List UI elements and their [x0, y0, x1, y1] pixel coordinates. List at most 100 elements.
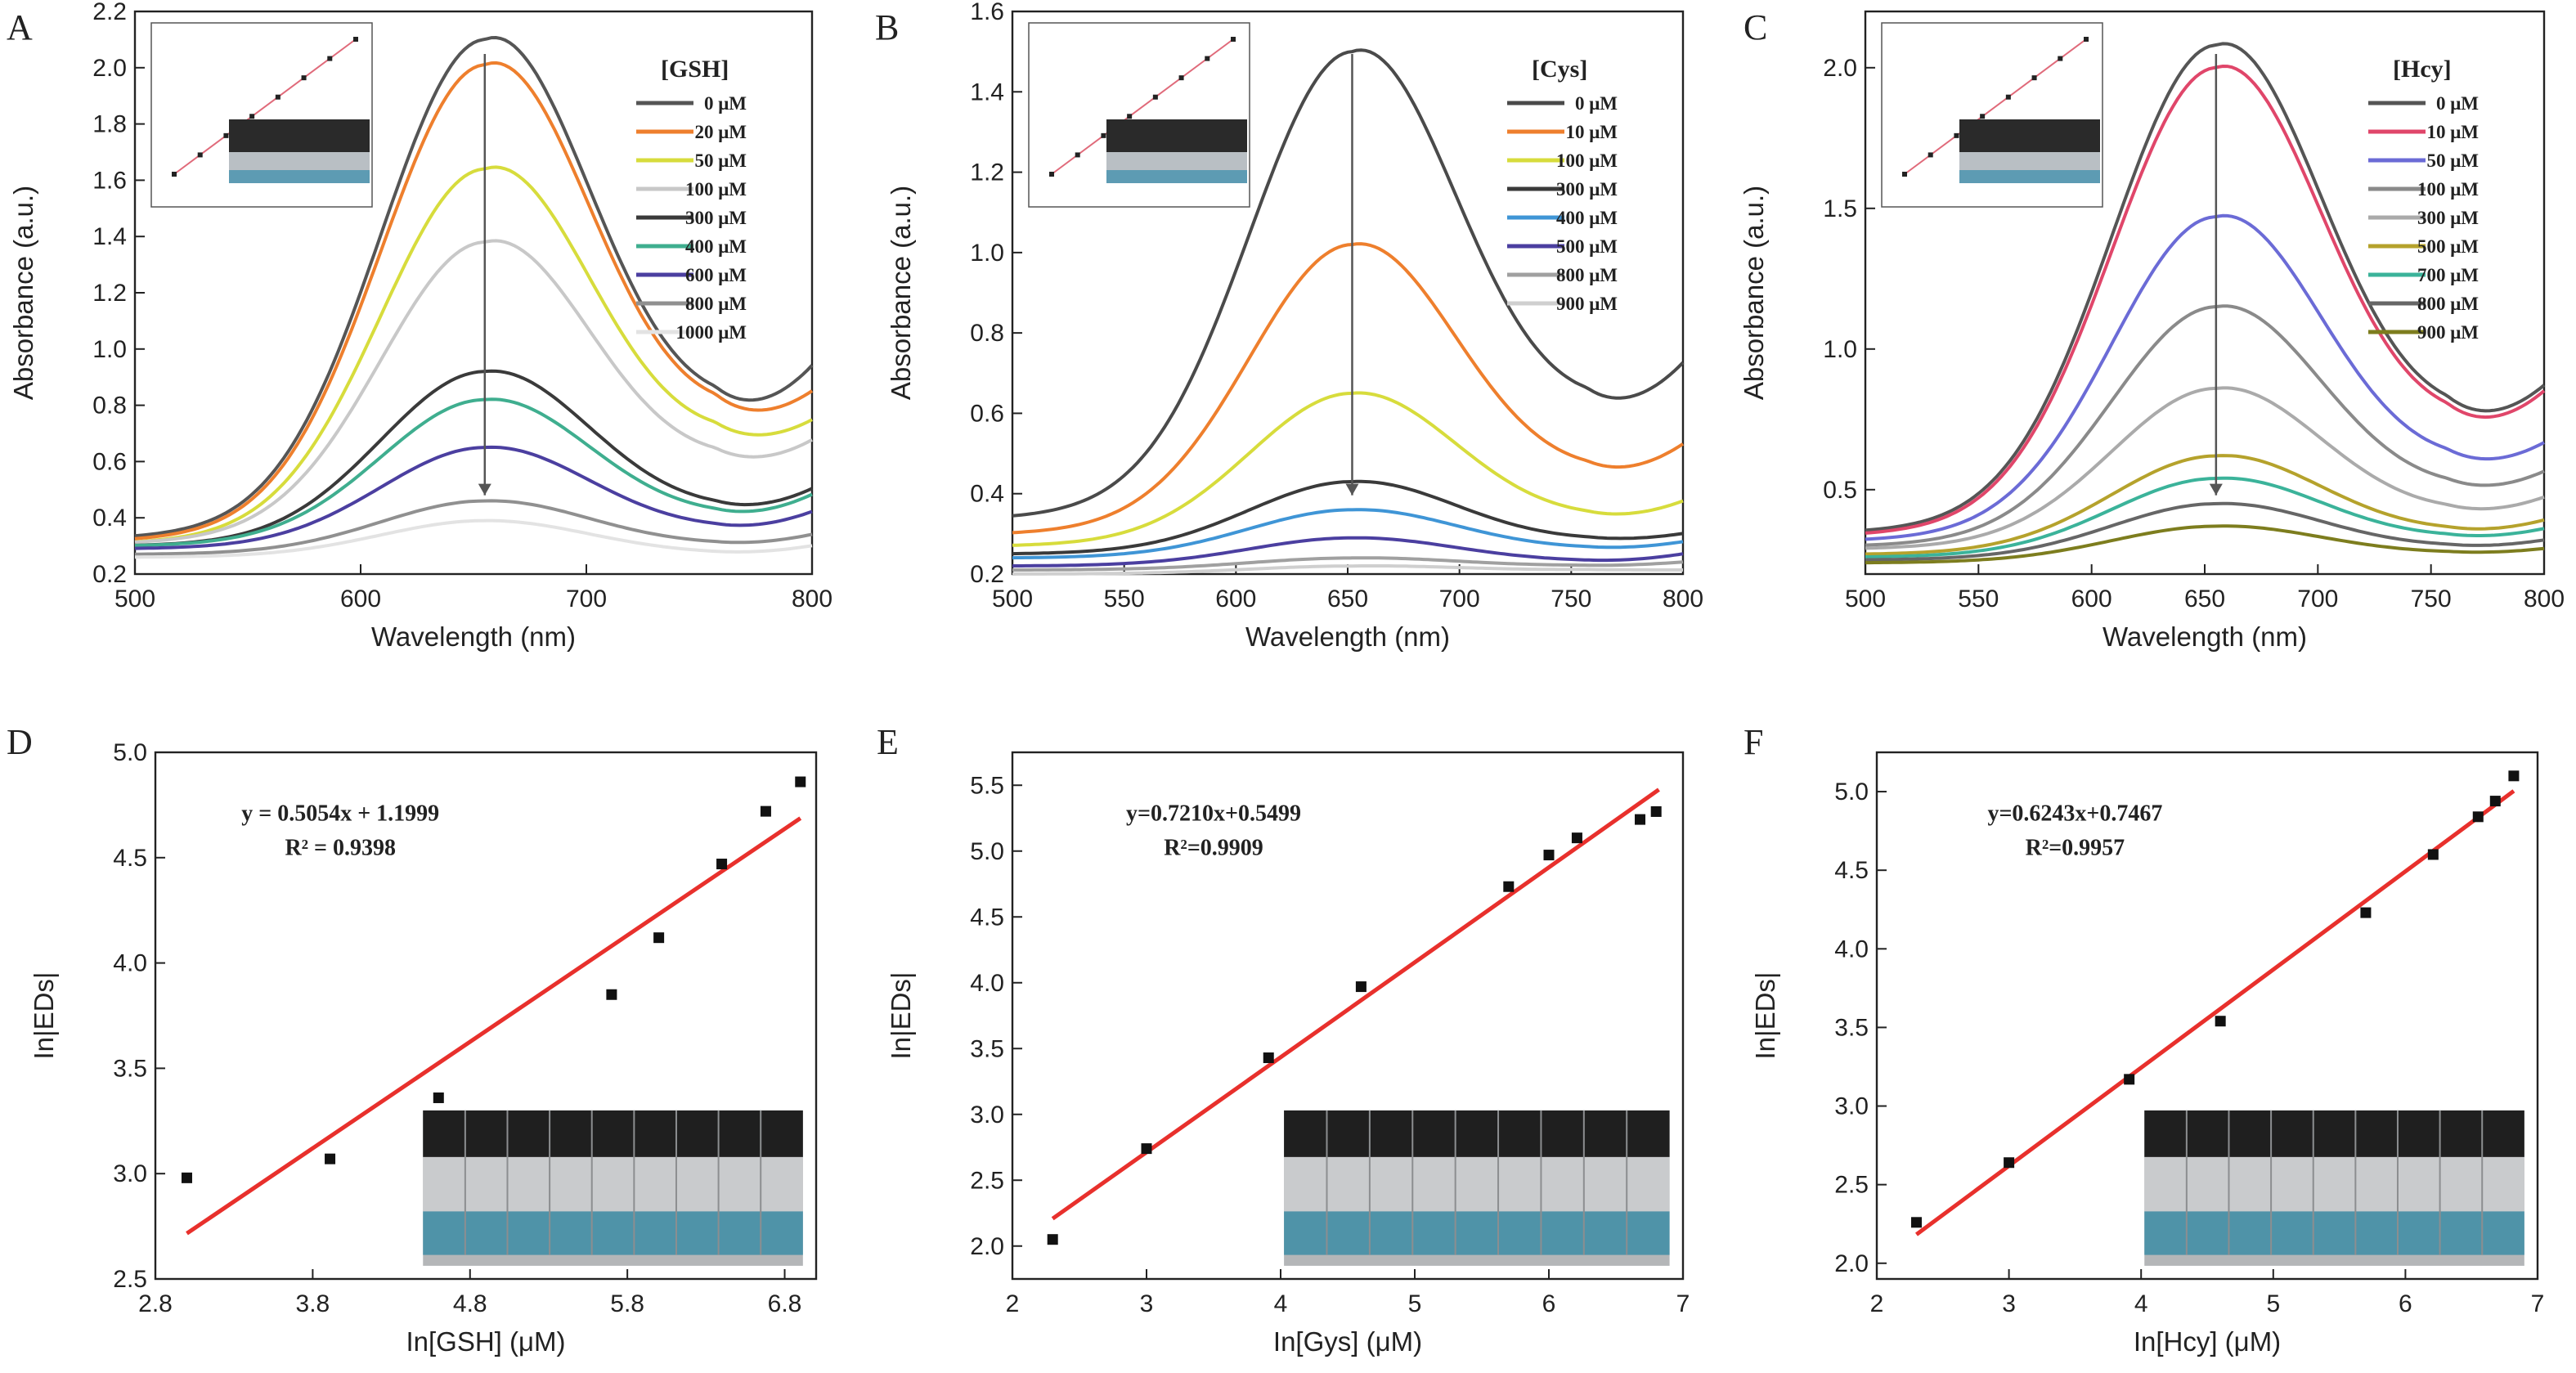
series-line-0 — [1865, 42, 2546, 532]
legend-title: [Cys] — [1532, 56, 1587, 83]
inset-point — [249, 114, 255, 119]
legend-label: 300 μM — [685, 208, 747, 228]
series-line-6 — [1865, 476, 2545, 559]
data-point — [2124, 1074, 2135, 1085]
x-axis-title: Wavelength (nm) — [2103, 621, 2307, 652]
series-line-4 — [134, 369, 813, 547]
x-tick-label: 550 — [1958, 586, 1999, 612]
x-tick-label: 3.8 — [296, 1290, 330, 1317]
legend-label: 100 μM — [685, 179, 747, 200]
data-point — [2004, 1157, 2015, 1169]
series-line-5 — [134, 397, 813, 547]
data-point — [433, 1092, 444, 1103]
y-tick-label: 0.6 — [92, 448, 127, 475]
series-line-7 — [1865, 501, 2545, 562]
y-axis-title: In|EDs| — [29, 971, 59, 1059]
chart-d-svg: D 2.8 3.8 4.8 5.8 6.8 2.5 3.0 3.5 4.0 4.5 5.0 In[GSH… — [7, 722, 818, 1357]
y-tick-label: 5.0 — [113, 739, 147, 766]
x-tick-label: 700 — [566, 586, 607, 612]
data-point — [1263, 1052, 1274, 1064]
y-axis-title: In|EDs| — [886, 971, 916, 1059]
data-point — [1571, 832, 1582, 844]
y-tick-label: 3.5 — [970, 1035, 1004, 1062]
y-tick-label: 0.8 — [970, 320, 1004, 347]
legend-label: 10 μM — [1566, 122, 1618, 142]
y-tick-label: 0.8 — [92, 393, 127, 420]
inset-point — [1152, 94, 1158, 100]
chart-f-svg: F 2 3 4 5 6 7 2.0 2.5 3.0 3.5 4.0 4.5 5.0 In[Hcy] (μM)… — [1744, 722, 2544, 1357]
y-tick-label: 2.0 — [92, 55, 127, 82]
x-tick-label: 650 — [1327, 586, 1368, 612]
vial-glass — [1284, 1156, 1670, 1212]
decrease-arrow-head — [2209, 483, 2223, 496]
series-line-0 — [1012, 48, 1685, 518]
x-tick-label: 4.8 — [453, 1290, 487, 1317]
legend-title: [GSH] — [661, 56, 729, 83]
y-tick-label: 0.6 — [970, 400, 1004, 427]
data-point — [2427, 849, 2439, 860]
panel-d-scatter-gsh: D 2.8 3.8 4.8 5.8 6.8 2.5 3.0 3.5 4.0 4.5 5.0 In[GSH… — [0, 703, 834, 1373]
y-tick-label: 1.8 — [92, 111, 127, 138]
data-point — [2360, 907, 2372, 918]
series-line-5 — [1012, 536, 1684, 568]
panel-f-scatter-hcy: F 2 3 4 5 6 7 2.0 2.5 3.0 3.5 4.0 4.5 5.0 In[Hcy] (μM)… — [1717, 703, 2576, 1373]
legend-label: 50 μM — [695, 150, 747, 171]
inset-vials-solution — [229, 170, 370, 183]
inset-vials-solution — [1959, 170, 2100, 183]
x-tick-label: 5 — [1408, 1290, 1422, 1317]
vial-solution — [1284, 1211, 1670, 1255]
fit-line — [1914, 789, 2515, 1236]
inset-point — [2058, 56, 2063, 61]
y-tick-label: 3.5 — [113, 1055, 147, 1082]
data-point — [1503, 881, 1515, 892]
inset-point — [1127, 114, 1133, 119]
series-line-2 — [134, 165, 813, 544]
series-line-8 — [1865, 524, 2545, 565]
data-point — [653, 932, 665, 944]
inset-fit-line — [1051, 38, 1234, 175]
y-tick-label: 0.2 — [92, 561, 127, 588]
inset-point — [2005, 94, 2011, 100]
y-tick-label: 4.0 — [1834, 936, 1869, 962]
panel-b-absorbance-cys: B 500 550 600 650 700 750 800 0.2 0.4 0.6 0.8 1.0 1.2… — [859, 0, 1709, 679]
series-line-6 — [1012, 556, 1684, 572]
inset-vials-caps — [1959, 119, 2100, 152]
legend-label: 100 μM — [2417, 179, 2479, 200]
data-point — [1910, 1217, 1922, 1228]
x-tick-label: 650 — [2184, 586, 2225, 612]
inset-fit-line — [1904, 38, 2087, 175]
vial-glass — [423, 1156, 803, 1212]
series-line-4 — [1012, 508, 1684, 560]
series-line-4 — [1865, 386, 2545, 550]
vial-caps — [423, 1110, 803, 1157]
x-tick-label: 800 — [2524, 586, 2565, 612]
x-tick-label: 4 — [1274, 1290, 1288, 1317]
x-axis-title: In[Hcy] (μM) — [2134, 1326, 2281, 1357]
x-tick-label: 7 — [1676, 1290, 1690, 1317]
x-tick-label: 500 — [1845, 586, 1886, 612]
y-tick-label: 1.0 — [970, 240, 1004, 267]
fit-line — [186, 816, 802, 1236]
legend-label: 500 μM — [2417, 236, 2479, 257]
y-tick-label: 0.4 — [970, 481, 1004, 508]
x-tick-label: 600 — [2071, 586, 2112, 612]
y-tick-label: 3.0 — [1834, 1093, 1869, 1120]
decrease-arrow-head — [478, 483, 491, 496]
plot-frame — [154, 751, 818, 1281]
vial-glass — [2144, 1156, 2524, 1212]
inset-point — [2031, 75, 2037, 81]
x-tick-label: 5.8 — [610, 1290, 644, 1317]
x-tick-label: 4 — [2134, 1290, 2148, 1317]
legend-label: 0 μM — [2436, 93, 2479, 114]
y-tick-label: 1.0 — [92, 336, 127, 363]
data-point — [2508, 770, 2520, 782]
y-tick-label: 0.5 — [1823, 477, 1857, 504]
legend-label: 900 μM — [1556, 294, 1618, 314]
data-point — [606, 989, 617, 1000]
vial-photo — [423, 1110, 803, 1266]
y-tick-label: 5.0 — [1834, 778, 1869, 805]
series-line-1 — [134, 61, 814, 541]
x-axis-title: Wavelength (nm) — [371, 621, 576, 652]
chart-e-svg: E 2 3 4 5 6 7 2.0 2.5 3.0 3.5 4.0 4.5 5.0 5.5 In[Gys] (… — [877, 722, 1690, 1357]
x-tick-label: 600 — [1215, 586, 1256, 612]
